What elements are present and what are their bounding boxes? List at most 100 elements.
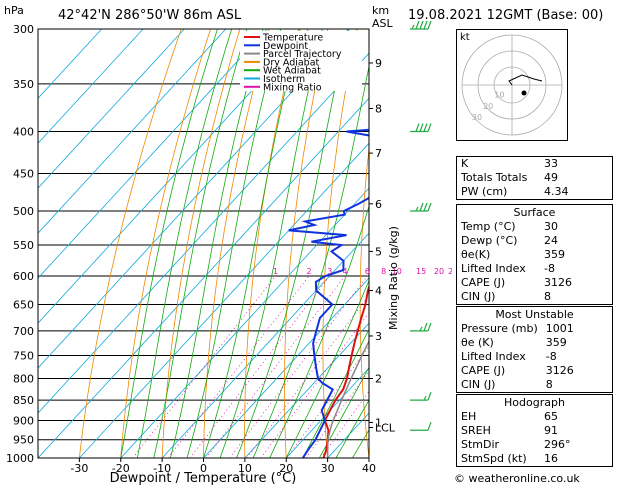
dry-adiabat-line — [120, 29, 211, 458]
wind-barb — [410, 20, 432, 30]
series-parcel-trajectory — [326, 339, 369, 458]
mixing-ratio-label: 4 — [343, 267, 348, 276]
km-axis-unit: km — [372, 4, 390, 17]
index-value: 4.34 — [544, 185, 569, 198]
hodograph-ring-label: 30 — [472, 113, 482, 122]
legend-label: Dry Adiabat — [263, 57, 320, 68]
dry-adiabat-line — [244, 29, 299, 458]
most-unstable-value: 359 — [545, 336, 567, 349]
datetime-title: 19.08.2021 12GMT (Base: 00) — [408, 8, 604, 23]
wind-barb-flag — [419, 123, 424, 132]
x-axis-title: Dewpoint / Temperature (°C) — [110, 471, 297, 486]
hodograph-index-value: 65 — [544, 410, 558, 423]
wet-adiabat-line — [236, 29, 348, 458]
surface-row: θe(K) 359 — [457, 248, 612, 262]
temp-tick-label: -20 — [112, 462, 130, 475]
isotherm-line — [38, 29, 185, 189]
hodograph-ring-label: 20 — [483, 102, 493, 111]
isotherm-line — [244, 322, 369, 458]
surface-label: CIN (J) — [461, 290, 496, 303]
dry-adiabat-line — [79, 29, 182, 458]
pressure-tick-label: 600 — [13, 270, 34, 283]
wet-adiabat-line — [153, 29, 248, 458]
surface-row: Dewp (°C) 24 — [457, 234, 612, 248]
index-label: PW (cm) — [461, 185, 508, 198]
temp-tick-label: 10 — [238, 462, 252, 475]
legend-box — [240, 31, 362, 91]
wind-barb — [410, 391, 432, 401]
dry-adiabat-line — [283, 29, 329, 458]
isotherm-line — [161, 232, 369, 458]
height-tick-label: LCL — [375, 422, 396, 435]
dry-adiabat-line — [203, 29, 270, 458]
surface-label: CAPE (J) — [461, 276, 506, 289]
wind-barb-flag — [423, 322, 428, 332]
wind-barb-flag — [415, 20, 420, 30]
isotherm-line — [38, 29, 144, 144]
temp-tick-label: -10 — [153, 462, 171, 475]
surface-value: 359 — [544, 248, 565, 261]
hodograph-index-label: StmSpd (kt) — [461, 452, 527, 465]
wet-adiabat-line — [285, 279, 369, 458]
wind-barb — [410, 322, 432, 332]
wind-barb-flag — [423, 20, 428, 30]
height-tick-label: 1 — [375, 416, 382, 429]
most-unstable-value: 3126 — [545, 364, 574, 377]
wet-adiabat-line — [302, 328, 369, 458]
asl-axis-unit: ASL — [372, 17, 393, 30]
wind-barb-half — [411, 24, 415, 30]
wind-barb-half — [415, 206, 419, 212]
pressure-tick-label: 750 — [13, 349, 34, 362]
wind-barb-flag — [415, 123, 420, 132]
wind-barb-half — [419, 326, 423, 332]
temp-tick-label: 30 — [321, 462, 335, 475]
copyright-text: © weatheronline.co.uk — [454, 472, 580, 485]
height-tick-label: 8 — [375, 103, 382, 116]
wind-barb-flag — [423, 202, 428, 212]
wet-adiabat-line — [186, 29, 281, 458]
wind-barb-flag — [419, 202, 424, 212]
hodograph-index-row: SREH 91 — [457, 424, 612, 438]
pressure-tick-label: 300 — [13, 23, 34, 36]
legend-label: Dewpoint — [263, 41, 308, 52]
surface-value: 8 — [544, 290, 551, 303]
wind-barb — [410, 123, 432, 133]
mixing-ratio-label: 10 — [392, 267, 402, 276]
mixing-ratio-label: 6 — [365, 267, 370, 276]
wind-barb — [410, 422, 432, 431]
hodograph-index-value: 296° — [544, 438, 571, 451]
wind-barb-flag — [427, 202, 432, 212]
legend-label: Isotherm — [263, 74, 305, 85]
height-tick-label: 3 — [375, 330, 382, 343]
most-unstable-row: θe (K) 359 — [457, 336, 612, 350]
wet-adiabat-line — [219, 29, 323, 458]
isotherm-line — [286, 367, 369, 458]
surface-row: CIN (J) 8 — [457, 290, 612, 304]
pressure-tick-label: 1000 — [6, 452, 34, 465]
temp-tick-label: 0 — [200, 462, 207, 475]
series-dewpoint — [288, 128, 369, 458]
most-unstable-label: θe (K) — [461, 336, 494, 349]
wet-adiabat-line — [319, 366, 369, 458]
wind-barb-flag — [427, 391, 432, 401]
index-row: PW (cm) 4.34 — [457, 185, 612, 199]
wind-barb — [410, 202, 432, 212]
temp-tick-label: 40 — [362, 462, 376, 475]
isotherm-line — [203, 277, 369, 458]
legend-label: Temperature — [262, 33, 323, 44]
height-tick-label: 5 — [375, 245, 382, 258]
wet-adiabat-line — [203, 29, 301, 458]
hodograph-index-value: 16 — [544, 452, 558, 465]
surface-label: Temp (°C) — [461, 220, 516, 233]
legend-label: Wet Adiabat — [263, 66, 321, 77]
dry-adiabat-line — [161, 29, 241, 458]
wet-adiabat-line — [269, 204, 369, 458]
hodograph-kt-label: kt — [460, 32, 470, 43]
hodograph-index-row: StmSpd (kt) 16 — [457, 452, 612, 466]
height-tick-label: 6 — [375, 198, 382, 211]
wind-barb-flag — [423, 123, 428, 132]
most-unstable-label: Pressure (mb) — [461, 322, 538, 335]
storm-motion-marker — [521, 90, 527, 96]
hodograph-ring-label: 10 — [494, 91, 504, 100]
temp-tick-label: -30 — [70, 462, 88, 475]
